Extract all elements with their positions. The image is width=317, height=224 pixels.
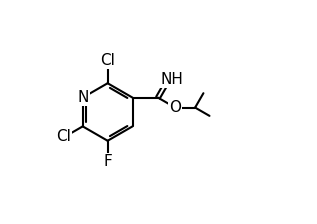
Text: Cl: Cl — [56, 129, 71, 144]
Text: O: O — [169, 100, 181, 115]
Text: N: N — [77, 90, 88, 105]
Text: NH: NH — [160, 72, 183, 87]
Text: Cl: Cl — [100, 53, 115, 68]
Text: F: F — [103, 154, 112, 169]
